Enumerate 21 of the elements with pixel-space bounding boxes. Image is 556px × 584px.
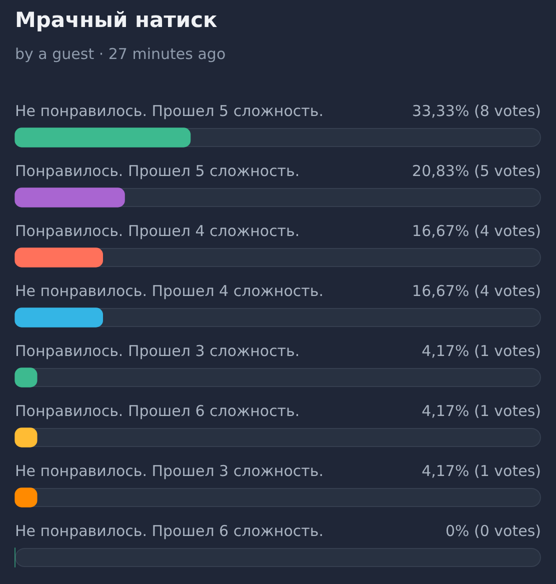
data-label: 33,33% (8 votes) <box>412 102 541 120</box>
y-tick-label: Понравилось. Прошел 5 сложность. <box>15 162 300 180</box>
y-tick-label: Не понравилось. Прошел 6 сложность. <box>15 522 324 540</box>
data-label: 4,17% (1 votes) <box>422 342 541 360</box>
data-label: 16,67% (4 votes) <box>412 222 541 240</box>
chart-title: Мрачный натиск <box>15 8 218 32</box>
bar <box>14 248 104 268</box>
data-label: 4,17% (1 votes) <box>422 402 541 420</box>
bar <box>14 188 125 208</box>
y-tick-label: Не понравилось. Прошел 5 сложность. <box>15 102 324 120</box>
y-tick-label: Не понравилось. Прошел 4 сложность. <box>15 282 324 300</box>
data-label: 16,67% (4 votes) <box>412 282 541 300</box>
bar <box>14 308 104 328</box>
data-label: 4,17% (1 votes) <box>422 462 541 480</box>
y-tick-label: Понравилось. Прошел 3 сложность. <box>15 342 300 360</box>
data-label: 0% (0 votes) <box>445 522 541 540</box>
data-label: 20,83% (5 votes) <box>412 162 541 180</box>
y-tick-label: Понравилось. Прошел 4 сложность. <box>15 222 300 240</box>
y-tick-label: Понравилось. Прошел 6 сложность. <box>15 402 300 420</box>
chart-subtitle: by a guest · 27 minutes ago <box>15 45 226 64</box>
y-tick-label: Не понравилось. Прошел 3 сложность. <box>15 462 324 480</box>
